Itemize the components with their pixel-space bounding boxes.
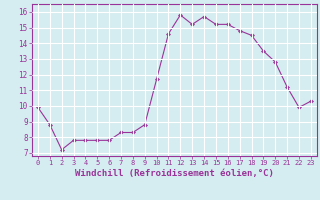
X-axis label: Windchill (Refroidissement éolien,°C): Windchill (Refroidissement éolien,°C) — [75, 169, 274, 178]
